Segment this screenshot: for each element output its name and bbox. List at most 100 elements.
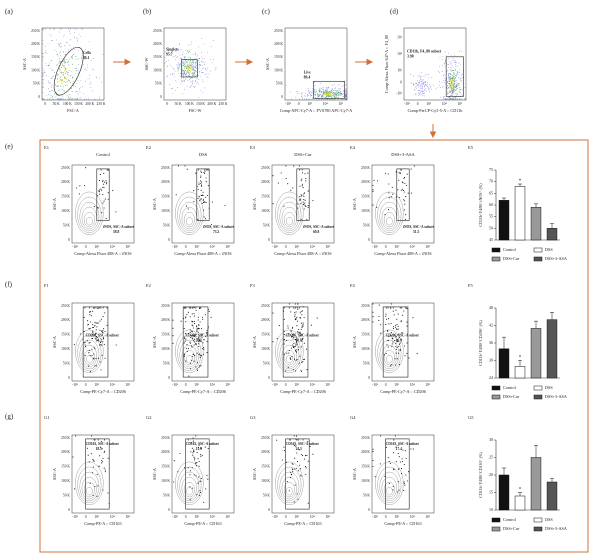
y-tick-label: 0 xyxy=(281,95,283,99)
event-dot xyxy=(292,463,294,465)
event-dot xyxy=(203,58,205,59)
event-dot xyxy=(103,183,105,185)
event-dot xyxy=(42,43,44,45)
event-dot xyxy=(300,453,302,456)
event-dot xyxy=(457,74,459,75)
event-dot xyxy=(332,89,334,90)
event-dot xyxy=(193,190,195,192)
event-dot xyxy=(327,87,329,88)
event-dot xyxy=(94,485,96,488)
event-dot xyxy=(98,190,100,192)
event-dot xyxy=(456,88,458,90)
event-dot xyxy=(417,90,419,92)
legend-label: DSS xyxy=(545,517,553,522)
event-dot xyxy=(198,79,199,80)
event-dot xyxy=(294,303,296,305)
event-dot xyxy=(213,59,214,60)
event-dot xyxy=(449,80,451,82)
event-dot xyxy=(289,439,291,441)
event-dot xyxy=(326,93,328,95)
event-dot xyxy=(451,85,453,86)
event-dot xyxy=(191,487,193,489)
event-dot xyxy=(449,86,451,88)
event-dot xyxy=(290,330,292,332)
event-dot xyxy=(391,364,393,366)
event-dot xyxy=(399,349,401,351)
event-dot xyxy=(397,339,399,341)
event-dot xyxy=(87,323,90,326)
event-dot xyxy=(447,73,449,74)
event-dot xyxy=(449,91,450,93)
event-dot xyxy=(429,88,430,90)
event-dot xyxy=(452,79,454,81)
event-dot xyxy=(204,74,206,75)
event-dot xyxy=(61,79,63,81)
y-tick-label: 200 K xyxy=(161,180,170,184)
event-dot xyxy=(63,98,65,100)
event-dot xyxy=(179,43,180,45)
event-dot xyxy=(311,98,313,100)
event-dot xyxy=(291,473,293,475)
event-dot xyxy=(88,98,89,100)
event-dot xyxy=(70,39,71,41)
event-dot xyxy=(193,67,194,69)
event-dot xyxy=(322,93,324,95)
y-tick-label: 150 K xyxy=(161,465,170,469)
event-dot xyxy=(401,332,403,334)
event-dot xyxy=(459,77,461,79)
event-dot xyxy=(198,345,200,348)
event-dot xyxy=(395,324,397,326)
event-dot xyxy=(398,196,400,199)
event-dot xyxy=(402,461,404,463)
event-dot xyxy=(337,93,339,95)
event-dot xyxy=(303,203,305,205)
event-dot xyxy=(451,55,452,57)
event-dot xyxy=(423,76,425,77)
event-dot xyxy=(307,172,309,174)
event-dot xyxy=(89,371,92,373)
x-tick-label: 0 xyxy=(285,515,287,519)
gate-name: Singlets xyxy=(166,47,179,51)
event-dot xyxy=(450,81,452,83)
x-tick-label: 10⁵ xyxy=(425,515,431,519)
gate-value: 73.2 xyxy=(213,230,219,234)
x-tick-label: 250 K xyxy=(97,102,106,106)
event-dot xyxy=(300,194,302,196)
event-dot xyxy=(416,82,417,84)
event-dot xyxy=(442,65,443,67)
legend-swatch xyxy=(533,385,543,391)
event-dot xyxy=(293,337,295,339)
event-dot xyxy=(105,180,107,182)
group-title: DSS xyxy=(199,152,208,157)
event-dot xyxy=(448,86,450,88)
event-dot xyxy=(308,90,310,92)
event-dot xyxy=(49,98,50,100)
event-dot xyxy=(306,98,307,100)
event-dot xyxy=(85,70,87,71)
event-dot xyxy=(183,66,185,68)
y-tick-label: 250 K xyxy=(274,29,283,33)
event-dot xyxy=(103,207,105,209)
contour xyxy=(277,196,302,234)
event-dot xyxy=(202,67,203,69)
event-dot xyxy=(345,97,347,99)
event-dot xyxy=(173,460,175,462)
event-dot xyxy=(428,74,430,75)
event-dot xyxy=(406,184,408,187)
bar xyxy=(530,457,542,511)
x-tick-label: 10⁵ xyxy=(425,245,431,249)
event-dot xyxy=(446,82,448,84)
event-dot xyxy=(413,89,415,90)
event-dot xyxy=(345,94,347,96)
event-dot xyxy=(54,71,56,73)
event-dot xyxy=(99,193,101,195)
event-dot xyxy=(418,90,420,91)
event-dot xyxy=(276,338,278,340)
error-bar xyxy=(534,320,538,329)
event-dot xyxy=(67,49,69,51)
event-dot xyxy=(58,80,60,82)
event-dot xyxy=(63,61,64,63)
event-dot xyxy=(337,96,339,98)
event-dot xyxy=(102,54,104,55)
event-dot xyxy=(339,92,341,93)
